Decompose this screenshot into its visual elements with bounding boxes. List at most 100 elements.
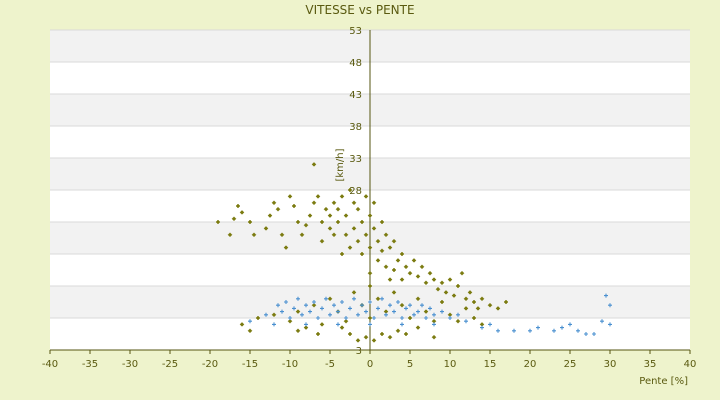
x-axis-title: Pente [%] bbox=[639, 376, 688, 387]
y-tick-label: 53 bbox=[349, 26, 362, 37]
data-point bbox=[367, 213, 373, 218]
data-point bbox=[387, 245, 393, 250]
y-tick-label: 43 bbox=[349, 90, 362, 101]
data-point bbox=[528, 328, 532, 333]
data-point bbox=[327, 213, 333, 218]
data-point bbox=[428, 306, 432, 311]
data-point bbox=[312, 300, 316, 304]
data-point bbox=[440, 309, 444, 314]
x-tick-label: 5 bbox=[407, 359, 413, 370]
data-point bbox=[387, 334, 393, 340]
data-point bbox=[311, 302, 317, 308]
data-point bbox=[343, 318, 349, 324]
data-point bbox=[367, 270, 373, 276]
data-point bbox=[383, 232, 389, 238]
data-point bbox=[247, 219, 253, 225]
y-tick-label: 33 bbox=[349, 154, 362, 165]
data-point bbox=[291, 203, 297, 209]
data-point bbox=[419, 264, 425, 270]
data-point bbox=[375, 296, 381, 302]
data-point bbox=[324, 296, 328, 301]
data-point bbox=[496, 328, 500, 333]
data-point bbox=[415, 296, 421, 302]
data-point bbox=[323, 206, 329, 212]
data-point bbox=[420, 303, 424, 308]
data-point bbox=[351, 290, 357, 295]
y-axis-title: [km/h] bbox=[335, 148, 346, 181]
data-point bbox=[480, 325, 484, 330]
data-point bbox=[415, 274, 421, 279]
data-point bbox=[376, 306, 380, 311]
data-point bbox=[416, 309, 420, 314]
data-point bbox=[275, 206, 281, 212]
data-point bbox=[287, 318, 293, 324]
data-point bbox=[407, 270, 413, 276]
y-tick-label: 28 bbox=[349, 186, 362, 197]
chart-title: VITESSE vs PENTE bbox=[305, 3, 414, 17]
data-point bbox=[467, 290, 473, 295]
data-point bbox=[384, 312, 388, 317]
data-point bbox=[292, 306, 296, 311]
data-point bbox=[536, 325, 540, 330]
data-point bbox=[332, 303, 336, 308]
data-point bbox=[283, 245, 289, 250]
data-point bbox=[608, 322, 612, 327]
data-point bbox=[343, 232, 349, 238]
data-point bbox=[503, 299, 509, 305]
data-point bbox=[351, 200, 357, 206]
data-point bbox=[255, 315, 261, 321]
data-point bbox=[247, 328, 253, 334]
data-point bbox=[356, 312, 360, 317]
data-point bbox=[311, 200, 317, 206]
data-point bbox=[380, 296, 384, 301]
data-point bbox=[552, 328, 556, 333]
data-point bbox=[347, 187, 353, 193]
y-tick-label: 3 bbox=[356, 346, 362, 357]
data-point bbox=[379, 219, 385, 225]
data-point bbox=[295, 219, 301, 225]
data-point bbox=[608, 303, 612, 308]
data-point bbox=[248, 319, 252, 324]
x-tick-label: -35 bbox=[82, 359, 98, 370]
data-point bbox=[304, 322, 308, 327]
data-point bbox=[355, 206, 361, 212]
data-point bbox=[315, 331, 321, 337]
x-tick-label: -10 bbox=[282, 359, 298, 370]
data-point bbox=[403, 331, 409, 337]
x-tick-label: 35 bbox=[644, 359, 657, 370]
data-point bbox=[399, 302, 405, 308]
data-point bbox=[271, 200, 277, 206]
data-point bbox=[439, 299, 445, 305]
data-point bbox=[388, 303, 392, 308]
data-point bbox=[315, 194, 321, 199]
data-point bbox=[400, 322, 404, 327]
data-point bbox=[412, 312, 416, 317]
x-tick-label: -5 bbox=[325, 359, 335, 370]
data-point bbox=[431, 334, 437, 340]
data-point bbox=[347, 331, 353, 337]
data-point bbox=[391, 290, 397, 295]
data-point bbox=[296, 296, 300, 301]
data-point bbox=[411, 258, 417, 263]
data-point bbox=[359, 219, 365, 225]
data-point bbox=[592, 332, 596, 336]
data-point bbox=[423, 309, 429, 314]
data-point bbox=[288, 316, 292, 320]
data-point bbox=[471, 299, 477, 305]
data-point bbox=[319, 322, 325, 327]
data-point bbox=[455, 318, 461, 324]
data-point bbox=[399, 277, 405, 282]
data-point bbox=[336, 309, 340, 314]
data-point bbox=[343, 213, 349, 218]
data-point bbox=[488, 322, 492, 327]
data-point bbox=[391, 267, 397, 273]
y-tick-label: 48 bbox=[349, 58, 362, 69]
x-tick-label: -25 bbox=[162, 359, 178, 370]
data-point bbox=[304, 303, 308, 308]
data-point bbox=[463, 296, 469, 302]
data-point bbox=[459, 270, 465, 276]
data-point bbox=[447, 277, 453, 282]
data-point bbox=[227, 232, 233, 238]
data-point bbox=[396, 300, 400, 304]
